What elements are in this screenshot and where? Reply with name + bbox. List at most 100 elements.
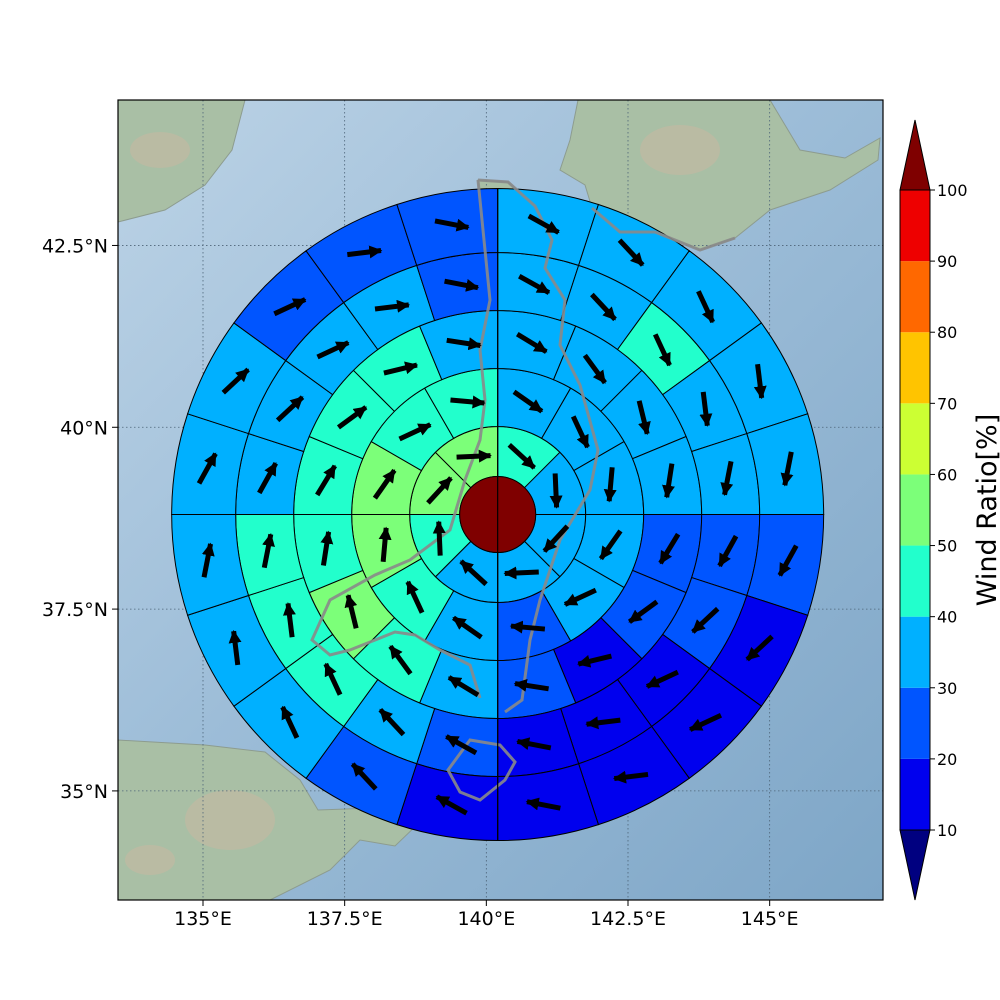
y-tick-label: 37.5°N [42, 599, 108, 621]
wind-arrow [617, 238, 645, 267]
wind-arrow [344, 593, 359, 629]
colorbar-segment [900, 190, 930, 262]
wind-arrow [383, 361, 419, 376]
colorbar-tick-label: 100 [937, 181, 968, 200]
wind-arrow [612, 770, 649, 784]
wind-arrow [720, 460, 734, 497]
wind-arrow [228, 629, 242, 666]
wind-arrow [444, 278, 480, 292]
colorbar-label: Wind Ratio[%] [972, 414, 1000, 606]
wind-arrow [273, 297, 307, 317]
wind-arrow [388, 644, 413, 676]
wind-arrow [201, 542, 215, 578]
wind-arrow [350, 762, 378, 791]
colorbar-tick-label: 50 [937, 537, 957, 556]
x-tick-label: 135°E [174, 908, 232, 930]
colorbar-min-extension [899, 829, 931, 901]
wind-arrow [435, 794, 468, 816]
y-tick-label: 35°N [60, 781, 108, 803]
colorbar-tick-label: 10 [937, 821, 957, 840]
longitude-axis: 135°E 137.5°E 140°E 142.5°E 145°E [174, 900, 799, 930]
wind-arrow [598, 529, 623, 561]
wind-arrow [563, 587, 597, 607]
x-tick-label: 137.5°E [307, 908, 383, 930]
colorbar-segment [900, 687, 930, 759]
wind-arrow [745, 634, 774, 662]
wind-arrow [662, 463, 675, 499]
wind-arrow [378, 526, 392, 562]
wind-arrow [542, 524, 570, 553]
wind-arrow [282, 602, 296, 638]
wind-arrow [518, 273, 551, 295]
ring-5-sector [396, 188, 499, 266]
colorbar-tick-label: 30 [937, 679, 957, 698]
colorbar-segment [900, 474, 930, 546]
wind-arrow [527, 213, 560, 235]
wind-arrow [450, 395, 486, 409]
colorbar-tick-label: 40 [937, 608, 957, 627]
wind-arrow [645, 669, 679, 689]
colorbar-segment [900, 332, 930, 404]
wind-arrow [582, 353, 607, 385]
wind-arrow [515, 331, 548, 354]
wind-arrow [315, 464, 337, 497]
wind-arrow [603, 467, 617, 503]
wind-arrow [590, 292, 617, 322]
wind-arrow [320, 530, 334, 566]
wind-arrow [452, 615, 483, 640]
wind-arrow [512, 389, 544, 414]
wind-arrow [513, 678, 549, 692]
wind-arrow [549, 473, 563, 509]
wind-arrow [717, 534, 739, 568]
wind-arrow [636, 400, 651, 436]
colorbar-segment [900, 261, 930, 333]
wind-arrow [426, 476, 453, 505]
x-tick-label: 142.5°E [590, 908, 666, 930]
y-tick-label: 40°N [60, 417, 108, 439]
colorbar-segment [900, 616, 930, 688]
x-tick-label: 140°E [457, 908, 515, 930]
wind-arrow [509, 620, 546, 634]
wind-arrow [432, 520, 446, 556]
colorbar-tick-label: 70 [937, 394, 957, 413]
map-area [118, 100, 883, 900]
colorbar-tick-label: 90 [937, 252, 957, 271]
wind-arrow [456, 449, 492, 463]
wind-arrow [257, 462, 278, 495]
wind-arrow [372, 468, 397, 500]
wind-arrow [446, 337, 482, 351]
wind-arrow [316, 340, 350, 360]
wind-arrow [336, 405, 368, 430]
colorbar-tick-label: 80 [937, 323, 957, 342]
wind-arrow [405, 580, 425, 614]
wind-arrow [570, 415, 590, 449]
wind-arrow [525, 797, 561, 811]
colorbar: 10 20 30 40 50 60 70 80 90 100 [899, 119, 968, 901]
wind-arrow [280, 705, 300, 739]
wind-arrow [374, 299, 411, 313]
wind-arrow [459, 559, 488, 587]
wind-arrow [691, 606, 720, 634]
map-frame [117, 99, 884, 901]
wind-arrow [577, 653, 612, 668]
wind-arrow [516, 737, 552, 751]
wind-arrow [398, 422, 432, 442]
wind-arrow [780, 451, 794, 487]
wind-arrow [696, 290, 715, 324]
wind-arrow [221, 367, 250, 395]
colorbar-segment [900, 403, 930, 475]
wind-arrow [699, 391, 713, 427]
latitude-axis: 35°N 37.5°N 40°N 42.5°N [42, 235, 118, 803]
wind-arrow [507, 443, 536, 470]
relief-texture [125, 125, 720, 875]
wind-arrow [434, 218, 470, 232]
colorbar-max-extension [899, 119, 931, 191]
wind-arrow [777, 544, 799, 577]
wind-arrow [585, 716, 621, 730]
colorbar-segment [900, 545, 930, 617]
colorbar-outline [899, 189, 931, 831]
wind-arrow [503, 566, 539, 580]
wind-arrow [323, 662, 343, 696]
wind-arrow [652, 333, 672, 367]
